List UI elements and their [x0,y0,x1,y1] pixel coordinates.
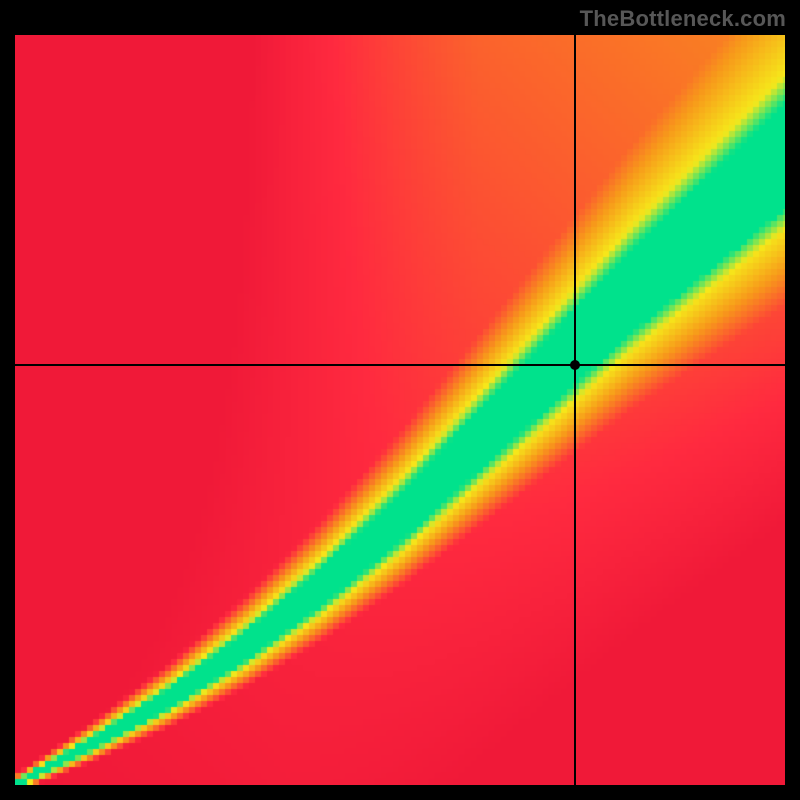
crosshair-horizontal [15,364,785,366]
watermark-text: TheBottleneck.com [580,6,786,32]
crosshair-marker [570,360,580,370]
heatmap-plot [15,35,785,785]
heatmap-canvas [15,35,785,785]
crosshair-vertical [574,35,576,785]
